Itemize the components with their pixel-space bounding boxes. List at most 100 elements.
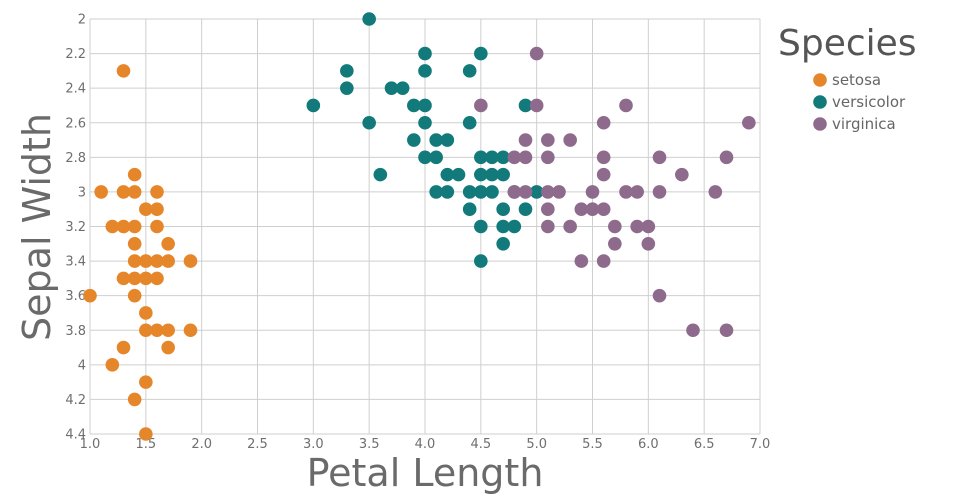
- x-tick-label: 1.0: [80, 437, 101, 452]
- legend-label-versicolor: versicolor: [832, 93, 906, 111]
- point-setosa: [150, 219, 164, 234]
- x-tick-label: 7.0: [750, 437, 771, 452]
- legend-title: Species: [778, 23, 917, 64]
- point-setosa: [139, 323, 153, 338]
- point-virginica: [596, 167, 611, 182]
- point-virginica: [641, 219, 656, 234]
- point-versicolor: [474, 219, 488, 234]
- point-setosa: [127, 185, 142, 199]
- point-virginica: [596, 202, 611, 217]
- point-setosa: [139, 254, 153, 268]
- point-virginica: [630, 185, 644, 199]
- x-tick-label: 5.0: [526, 437, 547, 452]
- point-versicolor: [418, 98, 432, 113]
- y-tick-label: 3.8: [65, 324, 86, 339]
- legend-swatch-versicolor: [813, 95, 827, 109]
- point-setosa: [127, 254, 142, 268]
- point-virginica: [541, 202, 555, 217]
- x-axis-ticks: 1.0 1.5 2.0 2.5 3.0 3.5 4.0 4.5 5.0 5.5 6.0 6.5 7.0: [80, 437, 771, 452]
- point-versicolor: [440, 133, 455, 147]
- point-setosa: [139, 271, 153, 286]
- point-versicolor: [518, 202, 533, 217]
- point-versicolor: [418, 150, 432, 165]
- point-versicolor: [429, 133, 443, 147]
- point-setosa: [127, 392, 142, 407]
- point-versicolor: [462, 115, 477, 130]
- point-virginica: [541, 219, 555, 234]
- point-versicolor: [451, 167, 466, 182]
- point-virginica: [608, 236, 622, 251]
- point-versicolor: [362, 12, 376, 26]
- point-versicolor: [462, 185, 477, 199]
- point-setosa: [127, 288, 142, 303]
- point-versicolor: [418, 115, 432, 130]
- point-setosa: [127, 219, 142, 234]
- point-virginica: [619, 98, 633, 113]
- point-virginica: [518, 185, 533, 199]
- point-versicolor: [462, 64, 477, 78]
- y-tick-label: 3.2: [65, 220, 86, 235]
- point-setosa: [127, 236, 142, 251]
- x-tick-label: 4.5: [470, 437, 491, 452]
- point-versicolor: [474, 254, 488, 268]
- point-virginica: [518, 133, 533, 147]
- point-setosa: [139, 427, 153, 441]
- point-setosa: [116, 271, 131, 286]
- point-virginica: [574, 254, 589, 268]
- point-virginica: [619, 185, 633, 199]
- point-setosa: [105, 219, 120, 234]
- grid: [89, 18, 761, 435]
- point-setosa: [127, 167, 142, 182]
- y-tick-label: 2.4: [65, 82, 86, 97]
- y-tick-label: 2: [78, 13, 86, 28]
- point-versicolor: [429, 150, 443, 165]
- x-tick-label: 3.5: [359, 437, 380, 452]
- point-setosa: [150, 185, 164, 199]
- y-tick-label: 4: [78, 358, 86, 373]
- point-virginica: [652, 288, 667, 303]
- point-virginica: [507, 150, 522, 165]
- point-setosa: [161, 323, 175, 338]
- point-virginica: [686, 323, 700, 338]
- point-versicolor: [485, 150, 499, 165]
- point-versicolor: [340, 64, 354, 78]
- point-virginica: [529, 46, 544, 61]
- legend-swatch-virginica: [813, 117, 827, 131]
- point-virginica: [608, 219, 622, 234]
- point-versicolor: [474, 167, 488, 182]
- point-virginica: [585, 185, 600, 199]
- point-virginica: [507, 185, 522, 199]
- point-virginica: [529, 98, 544, 113]
- point-versicolor: [440, 185, 455, 199]
- point-versicolor: [362, 115, 376, 130]
- point-versicolor: [373, 167, 388, 182]
- legend-label-setosa: setosa: [832, 71, 881, 89]
- x-tick-label: 2.5: [247, 437, 268, 452]
- legend-items: setosa versicolor virginica: [813, 71, 906, 133]
- point-virginica: [652, 150, 667, 165]
- point-versicolor: [395, 81, 410, 95]
- point-versicolor: [474, 46, 488, 61]
- y-tick-label: 4.2: [65, 393, 86, 408]
- point-setosa: [161, 254, 175, 268]
- point-virginica: [652, 185, 667, 199]
- point-versicolor: [340, 81, 354, 95]
- point-setosa: [83, 288, 97, 303]
- point-versicolor: [496, 167, 510, 182]
- point-setosa: [139, 306, 153, 320]
- point-setosa: [150, 323, 164, 338]
- legend-swatch-setosa: [813, 73, 827, 87]
- y-tick-label: 4.4: [65, 428, 86, 443]
- point-versicolor: [474, 185, 488, 199]
- point-versicolor: [418, 64, 432, 78]
- point-versicolor: [507, 219, 522, 234]
- x-tick-label: 4.0: [415, 437, 436, 452]
- point-virginica: [518, 150, 533, 165]
- point-setosa: [161, 340, 175, 355]
- point-versicolor: [485, 167, 499, 182]
- point-setosa: [94, 185, 108, 199]
- point-virginica: [596, 115, 611, 130]
- point-setosa: [139, 375, 153, 389]
- point-versicolor: [496, 236, 510, 251]
- point-setosa: [116, 64, 131, 78]
